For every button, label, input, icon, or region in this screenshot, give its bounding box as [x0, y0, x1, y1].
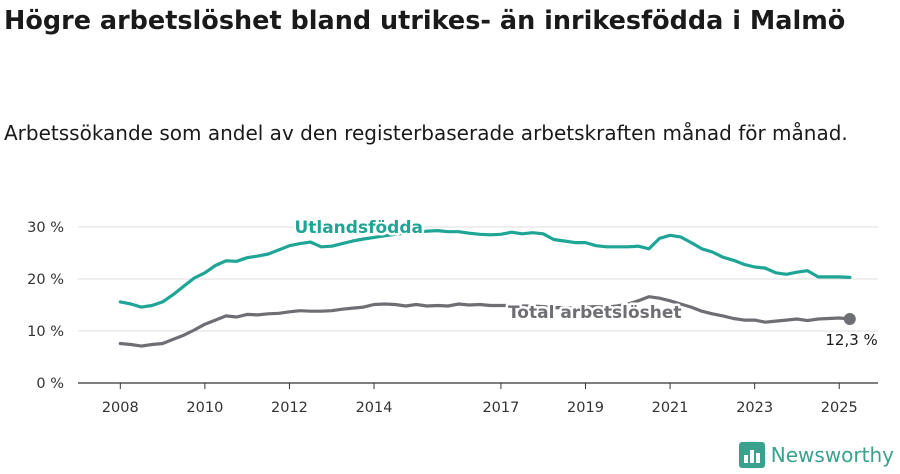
x-tick-label: 2023 [736, 400, 773, 416]
brand-logo: Newsworthy [738, 442, 894, 468]
y-tick-label: 10 % [27, 324, 64, 340]
brand-name: Newsworthy [770, 443, 894, 467]
x-tick-label: 2021 [652, 400, 689, 416]
x-tick-label: 2019 [567, 400, 604, 416]
series-labels: Utlandsfödda Total arbetslöshet 12,3 % [292, 216, 878, 349]
series-label-total: Total arbetslöshet [508, 303, 682, 323]
x-axis-ticks: 2008 2010 2012 2014 2017 2019 2021 2023 2025 [102, 383, 858, 416]
x-tick-label: 2008 [102, 400, 139, 416]
end-value-label: 12,3 % [825, 331, 877, 349]
y-tick-label: 0 % [36, 376, 64, 392]
x-tick-label: 2012 [271, 400, 308, 416]
y-axis-ticks: 0 % 10 % 20 % 30 % [27, 220, 64, 392]
x-tick-label: 2017 [482, 400, 519, 416]
line-total-arbetsloshet [118, 295, 852, 348]
end-point-marker [843, 313, 856, 326]
x-tick-label: 2010 [186, 400, 223, 416]
x-tick-label: 2014 [356, 400, 393, 416]
series-label-utlandsfodda: Utlandsfödda [294, 218, 423, 238]
x-tick-label: 2025 [821, 400, 858, 416]
series-lines [118, 229, 852, 348]
chart-title: Högre arbetslöshet bland utrikes- än inr… [4, 6, 846, 36]
grid-lines [78, 226, 878, 384]
bar-chart-logo-icon [738, 442, 765, 468]
y-tick-label: 30 % [27, 220, 64, 236]
chart-subtitle: Arbetssökande som andel av den registerb… [4, 121, 848, 145]
y-tick-label: 20 % [27, 272, 64, 288]
line-utlandsfodda [118, 229, 852, 309]
